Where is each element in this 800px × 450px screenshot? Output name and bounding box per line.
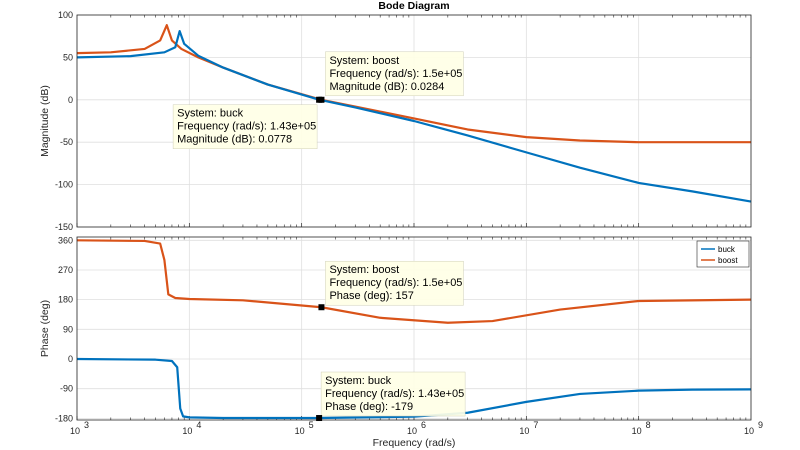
datatip-line: System: buck xyxy=(325,375,392,387)
plot-frame xyxy=(76,236,752,421)
datatip-marker-boost[interactable] xyxy=(318,304,325,311)
datatip-line: System: boost xyxy=(329,55,399,67)
datatip-marker-buck[interactable] xyxy=(316,415,323,422)
x-tick-exponent: 4 xyxy=(196,420,201,430)
datatip-line: Magnitude (dB): 0.0778 xyxy=(177,134,292,146)
y-tick-label: -180 xyxy=(55,413,73,423)
datatip-line: Frequency (rad/s): 1.5e+05 xyxy=(329,68,462,80)
x-tick-label: 10 xyxy=(70,426,80,436)
legend-box xyxy=(696,240,750,268)
legend[interactable]: buck boost xyxy=(696,240,750,268)
datatip-line: System: boost xyxy=(329,264,399,276)
series-line-buck xyxy=(76,30,752,203)
y-tick-label: 90 xyxy=(63,324,73,334)
x-tick-exponent: 6 xyxy=(421,420,426,430)
x-tick-label: 10 xyxy=(182,426,192,436)
plot-frame xyxy=(76,14,752,228)
datatip-box-boost[interactable] xyxy=(325,51,464,97)
x-tick-exponent: 5 xyxy=(309,420,314,430)
x-tick-exponent: 3 xyxy=(84,420,89,430)
series-line-boost xyxy=(76,239,752,324)
datatip-box-boost[interactable] xyxy=(325,260,464,306)
datatip-box-buck[interactable] xyxy=(320,371,466,417)
x-tick-labels: 10 3 10 4 10 5 10 6 10 7 10 8 10 9 xyxy=(70,420,763,436)
y-tick-label: -100 xyxy=(55,180,73,190)
datatip-line: System: buck xyxy=(177,108,244,120)
datatip-line: Frequency (rad/s): 1.43e+05 xyxy=(177,121,316,133)
magnitude-axis-label: Magnitude (dB) xyxy=(39,85,51,157)
y-tick-label: 360 xyxy=(58,235,73,245)
x-tick-exponent: 8 xyxy=(646,420,651,430)
y-tick-label: -150 xyxy=(55,222,73,232)
x-tick-label: 10 xyxy=(295,426,305,436)
frequency-axis-label: Frequency (rad/s) xyxy=(373,437,456,449)
y-tick-label: -90 xyxy=(60,384,73,394)
y-tick-label: 50 xyxy=(63,52,73,62)
y-tick-label: 180 xyxy=(58,295,73,305)
x-tick-exponent: 9 xyxy=(758,420,763,430)
datatip-line: Magnitude (dB): 0.0284 xyxy=(329,81,444,93)
datatip-line: Phase (deg): 157 xyxy=(329,290,413,302)
phase-axis-label: Phase (deg) xyxy=(39,300,51,357)
datatip-box-buck[interactable] xyxy=(172,104,318,149)
datatip-marker-buck[interactable] xyxy=(316,96,323,103)
x-tick-label: 10 xyxy=(744,426,754,436)
legend-label-boost: boost xyxy=(718,256,738,265)
datatip-line: Frequency (rad/s): 1.5e+05 xyxy=(329,277,462,289)
y-tick-label: -50 xyxy=(60,137,73,147)
y-tick-label: 0 xyxy=(68,95,73,105)
chart-title: Bode Diagram xyxy=(378,0,449,12)
magnitude-panel: -150 -100 -50 0 50 100 xyxy=(55,10,752,232)
y-tick-label: 270 xyxy=(58,265,73,275)
x-tick-label: 10 xyxy=(519,426,529,436)
datatip-line: Frequency (rad/s): 1.43e+05 xyxy=(325,388,464,400)
x-tick-label: 10 xyxy=(632,426,642,436)
x-tick-label: 10 xyxy=(407,426,417,436)
y-tick-label: 0 xyxy=(68,354,73,364)
series-line-buck xyxy=(76,357,752,420)
datatip-line: Phase (deg): -179 xyxy=(325,401,413,413)
legend-label-buck: buck xyxy=(718,245,736,254)
y-tick-label: 100 xyxy=(58,10,73,20)
x-tick-exponent: 7 xyxy=(533,420,538,430)
